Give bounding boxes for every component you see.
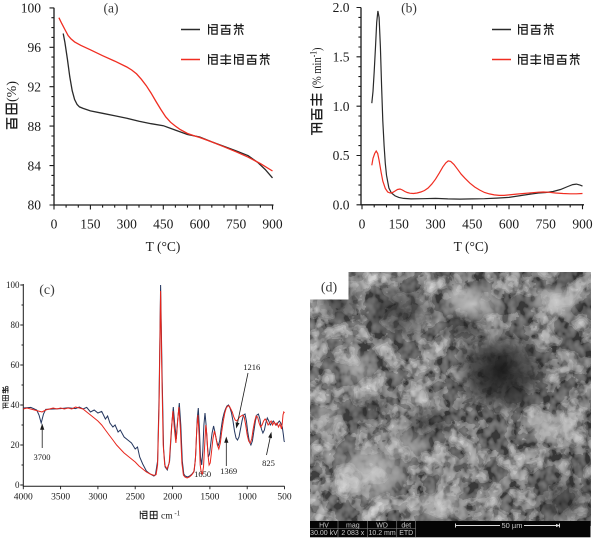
svg-text:80: 80: [28, 198, 42, 213]
svg-text:0: 0: [51, 217, 58, 232]
svg-text:0: 0: [15, 480, 20, 490]
svg-text:1000: 1000: [238, 493, 257, 503]
svg-text:600: 600: [499, 217, 520, 232]
svg-text:40: 40: [11, 400, 21, 410]
svg-text:20: 20: [11, 440, 21, 450]
svg-text:cm -1: cm -1: [161, 510, 181, 522]
svg-text:300: 300: [117, 217, 138, 232]
svg-text:92: 92: [28, 79, 42, 94]
svg-text:900: 900: [572, 217, 593, 232]
svg-text:%: %: [2, 386, 12, 394]
svg-text:1.5: 1.5: [333, 50, 350, 65]
svg-text:1.0: 1.0: [333, 99, 350, 114]
svg-text:150: 150: [389, 217, 410, 232]
svg-text:0: 0: [359, 217, 366, 232]
svg-text:4000: 4000: [14, 493, 33, 503]
svg-text:HV: HV: [319, 523, 329, 530]
svg-text:825: 825: [262, 458, 275, 468]
svg-text:450: 450: [462, 217, 483, 232]
svg-text:(%): (%): [5, 81, 20, 102]
svg-text:(d): (d): [321, 281, 338, 296]
svg-text:100: 100: [21, 1, 42, 16]
svg-text:det: det: [401, 523, 411, 530]
svg-text:1369: 1369: [220, 466, 237, 476]
svg-text:750: 750: [226, 217, 247, 232]
svg-text:(c): (c): [39, 283, 55, 298]
svg-text:(% min-1): (% min-1): [309, 48, 325, 89]
svg-text:2.0: 2.0: [333, 0, 350, 15]
svg-text:30.00 kV: 30.00 kV: [310, 530, 338, 537]
svg-text:3700: 3700: [34, 452, 51, 462]
svg-text:(a): (a): [104, 1, 119, 16]
svg-text:150: 150: [80, 217, 101, 232]
svg-text:1500: 1500: [200, 493, 219, 503]
svg-text:2 083 x: 2 083 x: [341, 530, 364, 537]
svg-text:3500: 3500: [51, 493, 70, 503]
svg-text:50 µm: 50 µm: [502, 521, 523, 530]
svg-text:900: 900: [262, 217, 283, 232]
svg-text:500: 500: [277, 493, 292, 503]
svg-text:1650: 1650: [194, 469, 211, 479]
svg-text:300: 300: [425, 217, 446, 232]
svg-text:60: 60: [11, 360, 21, 370]
svg-text:84: 84: [28, 158, 42, 173]
svg-text:10.2 mm: 10.2 mm: [368, 530, 395, 537]
svg-text:2000: 2000: [163, 493, 182, 503]
svg-text:0.0: 0.0: [333, 198, 350, 213]
svg-text:T (°C): T (°C): [454, 239, 489, 254]
svg-text:1216: 1216: [243, 362, 260, 372]
svg-text:750: 750: [536, 217, 557, 232]
svg-text:80: 80: [11, 320, 21, 330]
svg-text:450: 450: [153, 217, 174, 232]
svg-text:T (°C): T (°C): [146, 239, 181, 254]
svg-text:600: 600: [190, 217, 211, 232]
svg-text:3000: 3000: [88, 493, 107, 503]
svg-text:0.5: 0.5: [333, 148, 350, 163]
svg-text:ETD: ETD: [399, 530, 413, 537]
svg-text:100: 100: [6, 280, 20, 290]
svg-text:mag: mag: [346, 523, 360, 530]
svg-text:WD: WD: [376, 523, 388, 530]
svg-text:88: 88: [28, 119, 42, 134]
svg-text:(b): (b): [401, 1, 417, 16]
svg-text:96: 96: [28, 40, 42, 55]
svg-text:2500: 2500: [126, 493, 145, 503]
